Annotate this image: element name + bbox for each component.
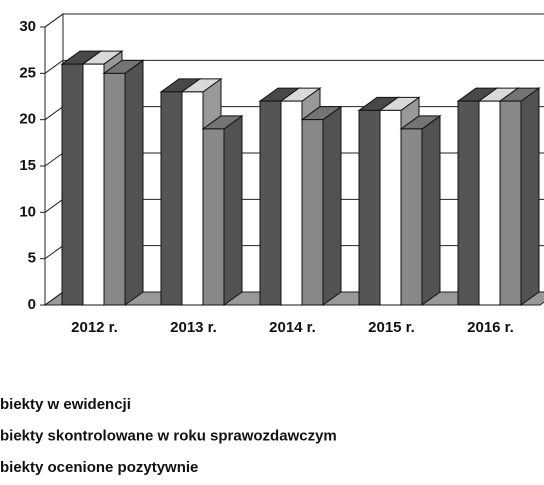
grid-line [44, 291, 64, 306]
grid-line [44, 245, 64, 260]
y-tick-label: 25 [19, 64, 36, 81]
bar-side [223, 114, 243, 306]
grid-line [44, 106, 64, 121]
bar-front [457, 100, 480, 306]
bar-front [103, 72, 126, 306]
bar-front [160, 91, 183, 306]
x-tick-label: 2015 r. [368, 319, 415, 336]
x-tick-label: 2016 r. [467, 319, 514, 336]
bar-front [499, 100, 522, 306]
legend-label: biekty w ewidencji [0, 396, 131, 413]
x-tick-label: 2013 r. [170, 319, 217, 336]
grid-line [44, 59, 64, 74]
bar-front [478, 100, 501, 306]
x-tick-label: 2014 r. [269, 319, 316, 336]
y-tick-label: 20 [19, 111, 36, 128]
bar-front [280, 100, 303, 306]
bar [201, 114, 244, 306]
y-tick-label: 5 [28, 250, 36, 267]
legend-label: biekty skontrolowane w roku sprawozdawcz… [0, 427, 337, 444]
legend-label: biekty ocenione pozytywnie [0, 459, 198, 476]
bar-front [400, 128, 423, 306]
bar-front [358, 109, 381, 306]
grid-line [44, 152, 64, 167]
bar [300, 105, 343, 306]
bar-side [421, 114, 441, 306]
y-tick-label: 10 [19, 203, 36, 220]
y-tick-label: 30 [19, 18, 36, 35]
bar-front [61, 63, 84, 306]
bar-front [301, 119, 324, 306]
y-tick-label: 15 [19, 157, 36, 174]
bar-side [124, 59, 144, 306]
x-tick-label: 2012 r. [71, 319, 118, 336]
grid-line [44, 13, 64, 28]
y-tick-label: 0 [28, 296, 36, 313]
bar-front [259, 100, 282, 306]
bar [498, 87, 541, 306]
bar-front [181, 91, 204, 306]
grid-line [44, 198, 64, 213]
bar-side [520, 87, 540, 306]
bar-side [322, 105, 342, 306]
bar-front [379, 109, 402, 306]
bar [102, 59, 145, 306]
bar [399, 114, 442, 306]
bar-front [202, 128, 225, 306]
bar-front [82, 63, 105, 306]
